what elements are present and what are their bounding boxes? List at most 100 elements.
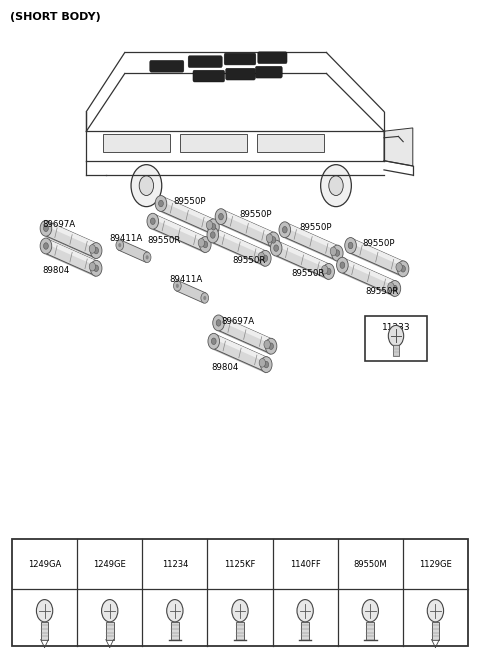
Polygon shape — [44, 222, 98, 257]
Circle shape — [397, 261, 409, 277]
Circle shape — [176, 284, 179, 288]
Text: 89550P: 89550P — [239, 210, 272, 219]
FancyBboxPatch shape — [365, 316, 427, 361]
Circle shape — [89, 262, 96, 271]
Circle shape — [147, 213, 158, 229]
Text: 1140FF: 1140FF — [290, 560, 321, 569]
Bar — [257, 134, 324, 152]
Text: 89804: 89804 — [211, 363, 239, 372]
Circle shape — [211, 338, 216, 344]
Circle shape — [213, 315, 224, 331]
Polygon shape — [276, 241, 330, 270]
Circle shape — [326, 268, 331, 275]
Circle shape — [389, 281, 401, 297]
Polygon shape — [283, 223, 339, 260]
Circle shape — [40, 238, 52, 254]
Circle shape — [198, 239, 204, 247]
Polygon shape — [218, 318, 274, 355]
FancyBboxPatch shape — [106, 622, 114, 640]
Text: 89411A: 89411A — [109, 234, 143, 243]
Circle shape — [203, 241, 208, 248]
Circle shape — [427, 600, 444, 622]
Polygon shape — [211, 228, 267, 265]
Bar — [180, 134, 247, 152]
Polygon shape — [341, 258, 396, 295]
FancyBboxPatch shape — [171, 622, 179, 640]
Polygon shape — [219, 316, 273, 344]
Circle shape — [44, 225, 48, 232]
Circle shape — [208, 333, 219, 349]
Circle shape — [200, 237, 211, 253]
Circle shape — [259, 359, 265, 367]
Circle shape — [145, 255, 149, 259]
Circle shape — [155, 195, 167, 211]
Polygon shape — [349, 239, 405, 276]
FancyBboxPatch shape — [224, 53, 256, 65]
Polygon shape — [46, 224, 99, 259]
Text: 89804: 89804 — [42, 266, 70, 276]
Text: 1249GE: 1249GE — [93, 560, 126, 569]
Circle shape — [207, 227, 218, 243]
Polygon shape — [217, 316, 273, 353]
Circle shape — [321, 165, 351, 207]
Polygon shape — [276, 243, 332, 280]
Text: 89550R: 89550R — [148, 236, 181, 245]
Circle shape — [102, 600, 118, 622]
Circle shape — [340, 262, 345, 268]
Circle shape — [173, 281, 181, 291]
Circle shape — [144, 252, 151, 262]
Circle shape — [40, 220, 52, 236]
Circle shape — [345, 237, 356, 253]
Polygon shape — [219, 210, 275, 247]
FancyBboxPatch shape — [432, 622, 439, 640]
Polygon shape — [46, 241, 99, 277]
Bar — [103, 134, 170, 152]
Circle shape — [297, 600, 313, 622]
Circle shape — [396, 263, 402, 272]
Polygon shape — [213, 230, 268, 267]
Text: 89550P: 89550P — [299, 223, 332, 232]
Circle shape — [201, 293, 209, 303]
Circle shape — [131, 165, 162, 207]
Text: 89550P: 89550P — [174, 197, 206, 206]
Polygon shape — [343, 258, 396, 287]
Circle shape — [401, 266, 406, 272]
Text: 89550M: 89550M — [353, 560, 387, 569]
Circle shape — [274, 245, 278, 251]
Text: 89697A: 89697A — [42, 220, 75, 229]
Circle shape — [208, 219, 219, 235]
Text: 89697A: 89697A — [222, 317, 255, 326]
Text: 89550P: 89550P — [362, 239, 395, 248]
Polygon shape — [221, 210, 275, 238]
Circle shape — [258, 253, 264, 261]
Circle shape — [388, 283, 394, 291]
Text: 1249GA: 1249GA — [28, 560, 61, 569]
Polygon shape — [47, 239, 98, 266]
Circle shape — [116, 240, 123, 251]
Circle shape — [94, 247, 98, 254]
Text: 89550R: 89550R — [366, 287, 399, 296]
FancyBboxPatch shape — [193, 70, 225, 82]
Polygon shape — [161, 199, 216, 236]
Circle shape — [322, 266, 328, 274]
Text: 1125KF: 1125KF — [224, 560, 256, 569]
Circle shape — [150, 218, 155, 224]
Text: 89411A: 89411A — [169, 275, 202, 284]
Circle shape — [211, 224, 216, 230]
FancyBboxPatch shape — [12, 539, 468, 646]
Circle shape — [218, 213, 223, 220]
Circle shape — [206, 221, 213, 230]
FancyBboxPatch shape — [366, 622, 374, 640]
Circle shape — [323, 264, 335, 279]
Circle shape — [215, 209, 227, 224]
Polygon shape — [221, 212, 276, 249]
Circle shape — [90, 260, 102, 276]
Circle shape — [89, 245, 96, 253]
Polygon shape — [119, 240, 148, 262]
Circle shape — [362, 600, 378, 622]
Circle shape — [118, 243, 121, 247]
Circle shape — [266, 234, 273, 243]
Text: 89550R: 89550R — [292, 269, 325, 278]
Circle shape — [44, 243, 48, 249]
Polygon shape — [44, 239, 98, 275]
